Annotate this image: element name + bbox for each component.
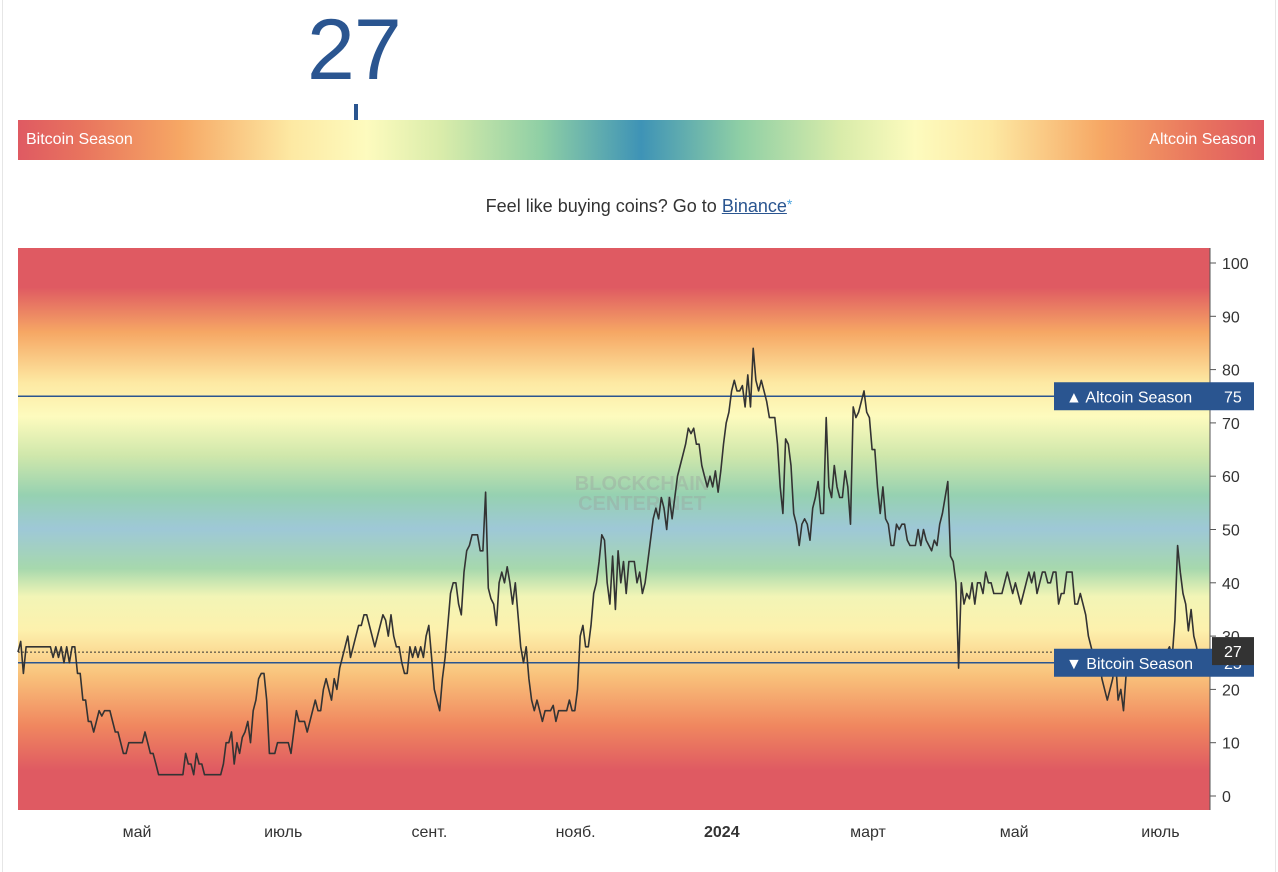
y-axis-ticks: 0102030405060708090100 (1210, 256, 1249, 806)
season-gauge: Bitcoin Season Altcoin Season (18, 120, 1264, 160)
x-tick-label: 2024 (704, 824, 740, 841)
gauge-bitcoin-label: Bitcoin Season (26, 131, 133, 148)
current-value-text: 27 (1224, 644, 1242, 661)
y-tick-label: 10 (1222, 736, 1240, 753)
left-border (2, 0, 3, 872)
promo-prefix: Feel like buying coins? Go to (485, 196, 722, 216)
x-tick-label: сент. (412, 824, 448, 841)
x-tick-label: июль (264, 824, 302, 841)
y-tick-label: 70 (1222, 416, 1240, 433)
series-line (17, 347, 1211, 776)
threshold-lines (18, 395, 1210, 664)
x-tick-label: май (1000, 824, 1029, 841)
x-tick-label: июль (1141, 824, 1179, 841)
threshold-label-box (1054, 382, 1254, 411)
threshold-label-text: ▼ Bitcoin Season (1066, 656, 1193, 673)
promo-text: Feel like buying coins? Go to Binance* (0, 196, 1278, 217)
current-index-value: 27 (307, 2, 402, 98)
x-tick-label: нояб. (556, 824, 596, 841)
threshold-label-text: ▲ Altcoin Season (1066, 389, 1192, 406)
y-tick-label: 80 (1222, 363, 1240, 380)
threshold-label-0: ▲ Altcoin Season 75 (1054, 382, 1254, 411)
binance-link[interactable]: Binance (721, 196, 787, 216)
gauge-altcoin-label: Altcoin Season (1149, 131, 1256, 148)
watermark: BLOCKCHAIN CENTER.NET (575, 473, 709, 515)
threshold-value-text: 75 (1224, 389, 1242, 406)
y-tick-label: 100 (1222, 256, 1249, 273)
x-axis-band (18, 810, 1210, 848)
current-value-label: 27 (1212, 637, 1254, 666)
y-tick-label: 40 (1222, 576, 1240, 593)
right-border (1275, 0, 1276, 872)
chart-background (18, 248, 1210, 810)
y-tick-label: 50 (1222, 523, 1240, 540)
y-tick-label: 0 (1222, 789, 1231, 806)
x-tick-label: март (850, 824, 886, 841)
watermark-line2: CENTER.NET (578, 493, 706, 515)
current-value-box (1212, 637, 1254, 666)
x-axis-ticks: май июль сент. нояб. 2024 март май июль (123, 824, 1180, 841)
y-tick-label: 60 (1222, 469, 1240, 486)
series-layer (17, 347, 1211, 776)
y-tick-label: 90 (1222, 309, 1240, 326)
watermark-line1: BLOCKCHAIN (575, 473, 709, 495)
x-tick-label: май (123, 824, 152, 841)
y-tick-label: 20 (1222, 682, 1240, 699)
promo-asterisk: * (786, 196, 793, 212)
